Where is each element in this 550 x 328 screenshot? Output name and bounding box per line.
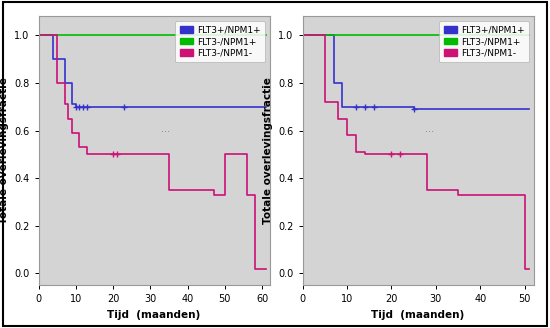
Legend: FLT3+/NPM1+, FLT3-/NPM1+, FLT3-/NPM1-: FLT3+/NPM1+, FLT3-/NPM1+, FLT3-/NPM1-: [439, 21, 529, 62]
Text: ...: ...: [425, 124, 434, 134]
X-axis label: Tijd  (maanden): Tijd (maanden): [107, 310, 201, 320]
X-axis label: Tijd  (maanden): Tijd (maanden): [371, 310, 465, 320]
Text: ...: ...: [161, 124, 170, 134]
Legend: FLT3+/NPM1+, FLT3-/NPM1+, FLT3-/NPM1-: FLT3+/NPM1+, FLT3-/NPM1+, FLT3-/NPM1-: [175, 21, 265, 62]
Y-axis label: Totale overlevingsfractie: Totale overlevingsfractie: [262, 77, 273, 224]
Y-axis label: Totale overlevingsfractie: Totale overlevingsfractie: [0, 77, 9, 224]
